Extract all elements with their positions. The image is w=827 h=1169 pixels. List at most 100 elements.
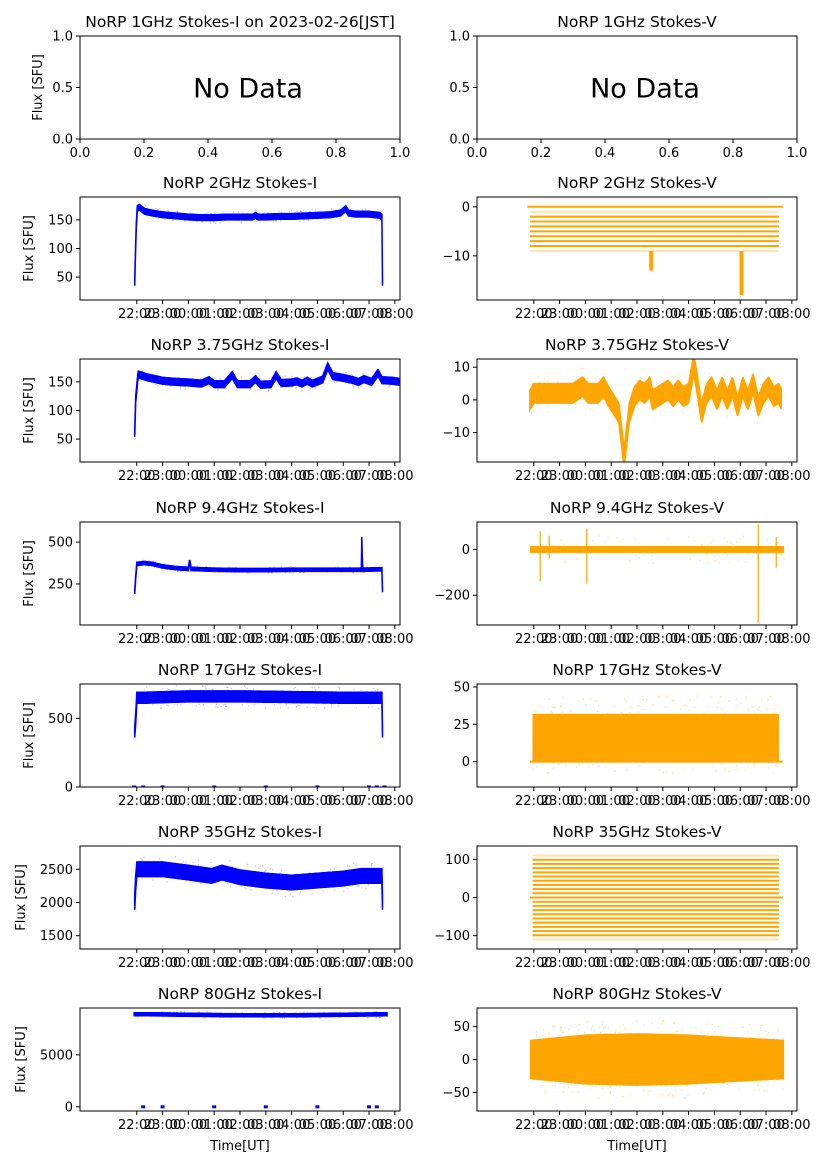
data-point	[745, 697, 747, 699]
x-tick-label: 23:00	[541, 956, 578, 971]
data-point	[258, 867, 260, 870]
data-point	[331, 1016, 333, 1018]
data-point	[215, 703, 218, 705]
y-tick-label: 0	[65, 781, 73, 796]
x-tick-label: 04:00	[670, 632, 707, 647]
data-point	[135, 392, 138, 394]
data-point	[374, 873, 376, 875]
data-point	[273, 697, 276, 699]
data-point	[265, 1013, 268, 1015]
data-point	[375, 214, 377, 216]
data-point	[367, 884, 369, 886]
data-point	[187, 1016, 189, 1018]
data-point	[605, 1044, 607, 1046]
data-point	[779, 553, 782, 555]
data-point	[572, 1091, 574, 1093]
data-point	[301, 690, 303, 692]
data-point	[733, 1023, 736, 1025]
data-point	[295, 387, 297, 389]
data-point	[624, 1067, 627, 1070]
data-point	[689, 699, 691, 701]
data-point	[343, 890, 345, 893]
data-point	[582, 385, 584, 387]
data-point	[323, 217, 325, 219]
data-point	[307, 212, 310, 214]
x-tick-label: 02:00	[618, 307, 655, 322]
data-point	[142, 562, 145, 564]
data-point	[228, 379, 230, 382]
data-point	[360, 689, 362, 691]
data-point	[264, 1017, 266, 1019]
data-point	[237, 211, 239, 213]
data-point	[346, 877, 348, 879]
data-point	[243, 569, 246, 571]
data-point	[375, 1010, 377, 1013]
data-point	[758, 706, 761, 708]
data-point	[751, 398, 753, 401]
data-point	[611, 1077, 613, 1080]
data-point	[156, 1012, 159, 1014]
data-point	[703, 1078, 706, 1080]
data-point	[688, 709, 691, 712]
x-tick-label: 0.2	[531, 146, 552, 161]
data-point	[303, 1011, 305, 1013]
data-point	[754, 384, 756, 386]
data-point	[198, 701, 200, 704]
data-point	[323, 1011, 325, 1013]
data-point	[282, 214, 284, 216]
data-point	[155, 215, 158, 218]
data-point	[188, 380, 191, 383]
data-point	[205, 567, 208, 569]
data-point	[644, 399, 646, 402]
data-point	[177, 376, 179, 379]
data-point	[292, 214, 294, 216]
data-point	[602, 1087, 604, 1089]
data-point	[227, 216, 229, 218]
data-point	[758, 557, 760, 559]
x-tick-label: 0.6	[262, 146, 283, 161]
data-point	[578, 1023, 580, 1026]
data-point	[695, 362, 698, 364]
data-point	[167, 210, 170, 212]
data-point	[284, 1013, 287, 1016]
data-point	[299, 572, 301, 574]
y-tick-label: 150	[48, 213, 73, 228]
data-point	[362, 701, 364, 703]
data-point	[309, 388, 311, 390]
data-point	[597, 1096, 600, 1099]
x-tick-label: 02:00	[618, 956, 655, 971]
data-point	[357, 697, 359, 700]
data-point	[570, 717, 573, 719]
data-point	[333, 381, 335, 383]
data-point	[379, 1016, 381, 1019]
data-point	[154, 564, 157, 567]
data-point	[377, 372, 379, 374]
data-point	[590, 556, 593, 558]
data-point	[701, 400, 703, 403]
data-point	[747, 1070, 750, 1073]
data-point	[148, 559, 150, 562]
data-point	[315, 385, 317, 388]
data-point	[201, 693, 203, 695]
data-point	[672, 1093, 674, 1096]
data-point	[301, 568, 303, 571]
data-point	[304, 875, 306, 877]
data-point	[424, 380, 425, 381]
data-point	[686, 1083, 689, 1086]
data-point	[307, 1012, 309, 1014]
data-point	[771, 714, 774, 716]
data-point	[168, 688, 170, 691]
data-point	[184, 568, 186, 571]
data-point	[338, 372, 340, 374]
data-point	[425, 379, 426, 380]
data-band	[133, 690, 384, 738]
data-point	[229, 1016, 232, 1019]
data-point	[276, 890, 278, 892]
data-point	[299, 893, 301, 895]
data-point	[749, 1036, 751, 1039]
data-point	[767, 1031, 770, 1034]
data-point	[721, 741, 723, 743]
data-point	[254, 209, 257, 211]
data-point	[654, 724, 656, 726]
data-point	[315, 216, 317, 218]
